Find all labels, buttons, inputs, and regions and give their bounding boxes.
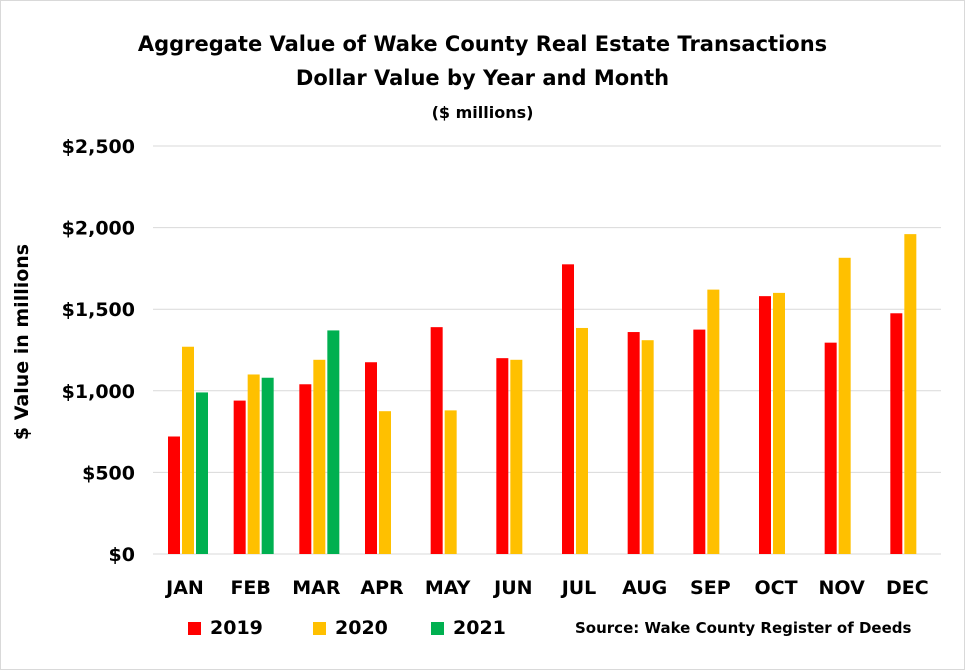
bar-mar-2020 — [313, 359, 326, 554]
bar-dec-2019 — [890, 313, 903, 554]
legend-swatch-2020 — [313, 621, 326, 635]
x-tick-label-nov: NOV — [819, 577, 866, 599]
bar-feb-2021 — [261, 377, 274, 554]
x-tick-label-sep: SEP — [690, 577, 731, 599]
bar-mar-2019 — [299, 384, 312, 554]
x-tick-label-feb: FEB — [230, 577, 270, 599]
x-tick-label-oct: OCT — [754, 577, 797, 599]
x-tick-label-mar: MAR — [292, 577, 341, 599]
bar-jul-2019 — [562, 264, 574, 554]
legend-swatch-2021 — [431, 621, 444, 635]
bar-feb-2019 — [233, 400, 246, 554]
bar-feb-2020 — [247, 374, 260, 554]
bars — [168, 234, 917, 555]
bar-may-2020 — [444, 410, 457, 554]
bar-may-2019 — [430, 327, 443, 554]
bar-apr-2019 — [365, 362, 377, 554]
bar-sep-2019 — [693, 329, 706, 554]
bar-oct-2020 — [773, 292, 785, 554]
x-tick-label-jul: JUL — [560, 577, 597, 599]
bar-jun-2019 — [496, 358, 509, 554]
chart-units: ($ millions) — [431, 103, 534, 122]
x-tick-labels: JAN FEB MAR APR MAY JUN JUL AUG SEP OCT NOV DEC — [164, 577, 929, 599]
gridlines — [153, 145, 941, 555]
bar-nov-2020 — [838, 257, 851, 554]
x-tick-label-dec: DEC — [886, 577, 929, 599]
bar-jun-2020 — [510, 359, 523, 554]
legend-item-2020: 2020 — [313, 617, 388, 639]
bar-mar-2021 — [327, 330, 340, 554]
legend-swatch-2019 — [188, 621, 201, 635]
bar-apr-2020 — [379, 411, 391, 554]
bar-sep-2020 — [707, 289, 720, 554]
x-tick-label-apr: APR — [360, 577, 404, 599]
y-tick-label: $2,500 — [62, 136, 135, 158]
legend-label-2019: 2019 — [210, 617, 263, 639]
y-tick-label: $500 — [82, 462, 135, 484]
bar-jul-2020 — [576, 327, 588, 554]
y-tick-label: $1,500 — [62, 299, 135, 321]
legend-item-2021: 2021 — [431, 617, 506, 639]
legend-label-2020: 2020 — [335, 617, 388, 639]
legend-item-2019: 2019 — [188, 617, 263, 639]
y-tick-label: $1,000 — [62, 381, 135, 403]
chart-title: Aggregate Value of Wake County Real Esta… — [137, 32, 828, 56]
bar-jan-2021 — [196, 392, 208, 554]
x-tick-label-jan: JAN — [164, 577, 204, 599]
y-tick-label: $0 — [109, 544, 135, 566]
legend-label-2021: 2021 — [453, 617, 506, 639]
bar-oct-2019 — [759, 296, 771, 554]
bar-aug-2020 — [641, 340, 654, 554]
bar-nov-2019 — [824, 342, 837, 554]
chart-subtitle: Dollar Value by Year and Month — [295, 66, 670, 90]
bar-aug-2019 — [627, 332, 640, 554]
x-tick-label-may: MAY — [425, 577, 471, 599]
x-tick-label-aug: AUG — [622, 577, 667, 599]
bar-jan-2020 — [182, 346, 194, 554]
y-tick-labels: $0 $500 $1,000 $1,500 $2,000 $2,500 — [62, 136, 135, 566]
bar-jan-2019 — [168, 436, 180, 554]
bar-dec-2020 — [904, 234, 917, 555]
source-note: Source: Wake County Register of Deeds — [575, 619, 912, 637]
y-tick-label: $2,000 — [62, 218, 135, 240]
x-tick-label-jun: JUN — [492, 577, 532, 599]
